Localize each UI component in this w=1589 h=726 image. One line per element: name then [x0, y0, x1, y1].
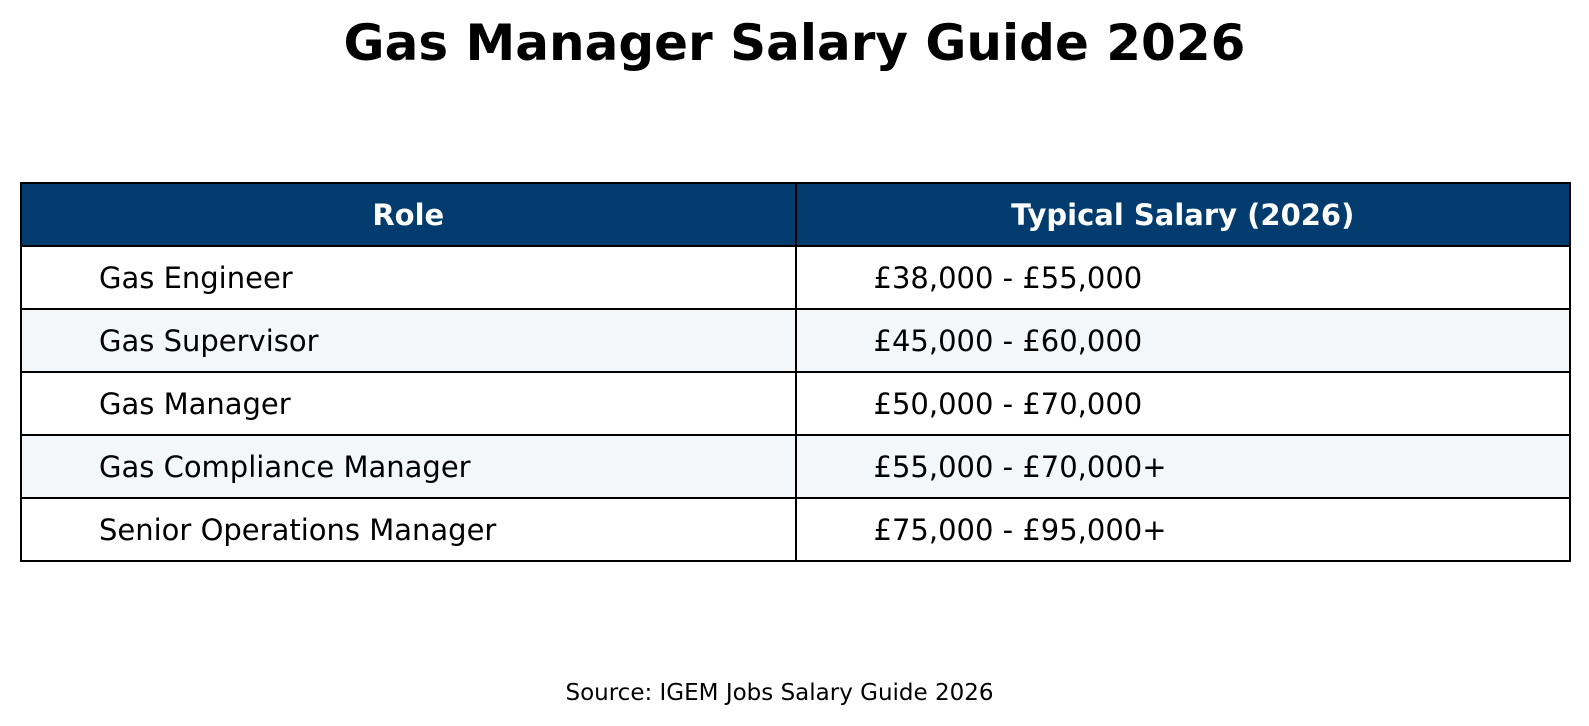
chart-title: Gas Manager Salary Guide 2026 — [343, 14, 1246, 72]
salary-cell: £75,000 - £95,000+ — [794, 497, 1571, 562]
salary-cell: £50,000 - £70,000 — [794, 371, 1571, 436]
role-cell: Gas Supervisor — [20, 308, 797, 373]
role-cell: Gas Compliance Manager — [20, 434, 797, 499]
role-cell: Gas Manager — [20, 371, 797, 436]
column-header-salary: Typical Salary (2026) — [794, 182, 1571, 247]
salary-cell: £38,000 - £55,000 — [794, 245, 1571, 310]
table-row: Gas Compliance Manager £55,000 - £70,000… — [20, 434, 1571, 499]
source-note: Source: IGEM Jobs Salary Guide 2026 — [565, 680, 994, 706]
table-header-row: Role Typical Salary (2026) — [20, 182, 1571, 247]
table-row: Gas Engineer £38,000 - £55,000 — [20, 245, 1571, 310]
salary-cell: £55,000 - £70,000+ — [794, 434, 1571, 499]
salary-table: Role Typical Salary (2026) Gas Engineer … — [20, 182, 1571, 562]
column-header-role: Role — [20, 182, 797, 247]
table-row: Gas Manager £50,000 - £70,000 — [20, 371, 1571, 436]
table-row: Gas Supervisor £45,000 - £60,000 — [20, 308, 1571, 373]
role-cell: Senior Operations Manager — [20, 497, 797, 562]
salary-cell: £45,000 - £60,000 — [794, 308, 1571, 373]
table-row: Senior Operations Manager £75,000 - £95,… — [20, 497, 1571, 562]
role-cell: Gas Engineer — [20, 245, 797, 310]
